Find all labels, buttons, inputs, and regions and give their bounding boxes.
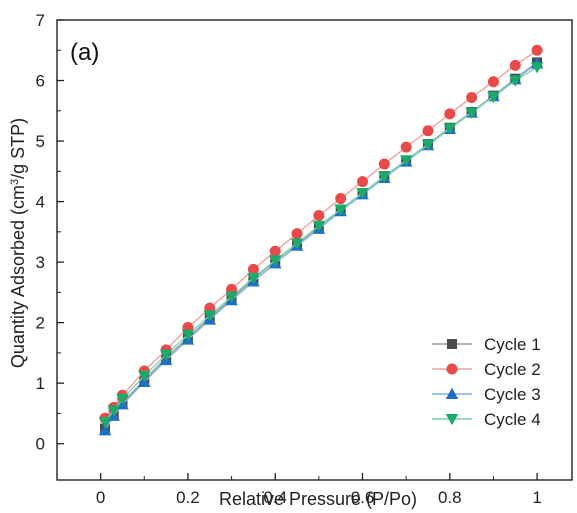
data-point-triangle-down-marker [312,220,326,233]
legend-label: Cycle 1 [484,335,541,354]
data-point-triangle-down-marker [290,238,304,250]
y-tick-label: 2 [36,314,45,333]
x-tick-label: 0.6 [351,488,375,507]
data-point-circle-marker [422,125,434,137]
legend-label: Cycle 2 [484,360,541,379]
data-point-circle-marker [509,59,521,71]
legend-label: Cycle 4 [484,410,541,429]
data-point-circle-marker [444,108,456,120]
y-axis-title: Quantity Adsorbed (cm3/g STP) [8,118,28,368]
data-point-triangle-down-marker [116,393,129,406]
data-point-circle-marker [400,141,412,153]
y-tick-label: 1 [36,374,45,393]
y-tick-label: 3 [36,253,45,272]
series-1 [100,57,543,434]
y-tick-label: 0 [36,435,45,454]
data-point-circle-marker [378,158,390,170]
data-point-triangle-down-marker [356,188,369,200]
data-point-triangle-down-marker [98,416,112,429]
x-tick-label: 1 [532,488,541,507]
data-point-circle-marker [466,91,478,103]
x-tick-label: 0.4 [263,488,287,507]
data-point-square-marker [447,339,457,349]
data-point-triangle-up-marker [98,424,112,436]
data-point-triangle-down-marker [465,107,478,119]
legend-label: Cycle 3 [484,385,541,404]
y-tick-label: 5 [36,132,45,151]
y-tick-label: 4 [36,193,45,212]
data-point-triangle-down-marker [378,171,391,184]
legend: Cycle 1 Cycle 2 Cycle 3 Cycle 4 [432,335,541,429]
x-tick-label: 0.8 [438,488,462,507]
y-axis-title-prefix: Quantity Adsorbed (cm [8,185,28,368]
data-point-triangle-down-marker [247,272,260,285]
data-point-circle-marker [291,228,303,240]
y-tick-label: 7 [36,11,45,30]
data-point-triangle-down-marker [334,204,347,216]
series-line [104,49,538,419]
series-line [104,63,538,431]
series-line [104,66,538,423]
data-point-triangle-down-marker [399,155,413,167]
data-point-triangle-down-marker [159,349,173,361]
series-2 [99,44,543,424]
data-point-circle-marker [335,193,347,205]
data-point-circle-marker [531,44,543,56]
legend-item: Cycle 1 [432,335,541,354]
data-point-circle-marker [357,176,369,188]
legend-item: Cycle 2 [432,360,541,379]
data-point-circle-marker [313,210,325,221]
y-tick-label: 6 [36,72,45,91]
x-tick-label: 0 [96,488,105,507]
data-point-triangle-down-marker [181,329,195,341]
y-axis-title-superscript: 3 [9,179,21,185]
data-point-circle-marker [487,76,499,88]
data-point-triangle-down-marker [107,405,120,417]
data-point-circle-marker [247,263,259,275]
x-axis-title: Relative Pressure (P/Po) [219,489,417,509]
x-tick-label: 0.2 [176,488,200,507]
series-layer [98,44,544,436]
data-point-triangle-down-marker [268,255,282,267]
data-point-triangle-down-marker [509,75,522,87]
legend-item: Cycle 3 [432,385,541,404]
legend-item: Cycle 4 [432,410,541,429]
data-point-triangle-up-marker [445,387,459,399]
data-point-triangle-down-marker [138,370,151,383]
data-point-triangle-down-marker [443,123,457,135]
data-point-triangle-down-marker [487,91,500,104]
data-point-triangle-down-marker [225,291,238,303]
panel-label: (a) [70,39,99,66]
series-3 [98,57,544,436]
data-point-triangle-down-marker [203,310,217,322]
data-point-triangle-down-marker [421,139,435,151]
plot-frame [56,19,573,481]
data-point-circle-marker [269,245,281,257]
data-point-triangle-down-marker [445,414,459,426]
data-point-triangle-down-marker [530,62,544,74]
axis-ticks [57,19,538,480]
data-point-circle-marker [446,363,458,375]
y-axis-title-suffix: /g STP) [8,118,28,179]
series-4 [98,62,544,429]
